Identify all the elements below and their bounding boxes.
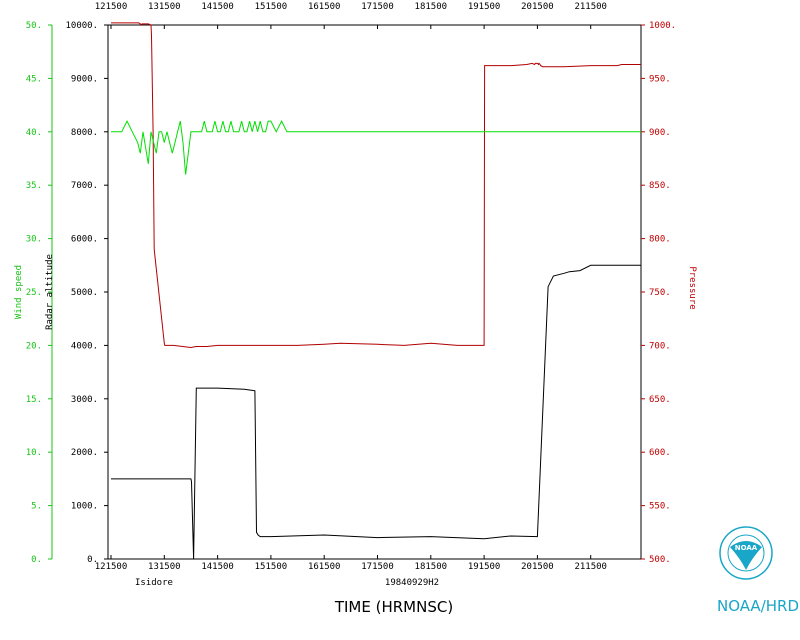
wind-tick-label: 50. [26, 21, 42, 31]
pressure-tick-label: 600. [649, 448, 671, 458]
series-pressure [111, 22, 641, 349]
altitude-tick-label: 5000. [71, 288, 98, 298]
x-axis-title: TIME (HRMNSC) [334, 598, 453, 616]
wind-tick-label: 30. [26, 235, 42, 245]
series-radar-altitude [111, 264, 641, 560]
altitude-tick-label: 8000. [71, 128, 98, 138]
x-tick-label-top: 161500 [308, 2, 341, 12]
altitude-tick-label: 4000. [71, 341, 98, 351]
x-tick-label: 131500 [148, 562, 181, 572]
wind-tick-label: 45. [26, 74, 42, 84]
altitude-tick-label: 7000. [71, 181, 98, 191]
credit-label: NOAA/HRD [717, 597, 799, 615]
x-tick-label: 211500 [574, 562, 607, 572]
pressure-tick-label: 700. [649, 341, 671, 351]
altitude-tick-label: 0. [87, 555, 98, 565]
altitude-tick-label: 10000. [65, 21, 98, 31]
wind-tick-label: 25. [26, 288, 42, 298]
pressure-tick-label: 950. [649, 74, 671, 84]
noaa-logo-icon: NOAA [719, 526, 773, 580]
pressure-tick-label: 650. [649, 395, 671, 405]
x-tick-label: 121500 [95, 562, 128, 572]
pressure-tick-label: 800. [649, 235, 671, 245]
x-tick-label-top: 201500 [521, 2, 554, 12]
pressure-tick-label: 750. [649, 288, 671, 298]
pressure-axis-title: Pressure [687, 266, 697, 309]
x-tick-label: 191500 [468, 562, 501, 572]
storm-name: Isidore [135, 578, 173, 588]
x-tick-label-top: 131500 [148, 2, 181, 12]
series-layer [111, 22, 641, 560]
wind-tick-label: 40. [26, 128, 42, 138]
altitude-tick-label: 2000. [71, 448, 98, 458]
wind-tick-label: 20. [26, 341, 42, 351]
x-tick-label-top: 181500 [415, 2, 448, 12]
series-wind-speed [111, 119, 641, 175]
pressure-tick-label: 850. [649, 181, 671, 191]
x-tick-label: 161500 [308, 562, 341, 572]
x-tick-label: 171500 [361, 562, 394, 572]
x-tick-label-top: 171500 [361, 2, 394, 12]
altitude-axis-title: Radar altitude [45, 254, 55, 330]
x-tick-label-top: 211500 [574, 2, 607, 12]
pressure-tick-label: 900. [649, 128, 671, 138]
altitude-tick-label: 6000. [71, 235, 98, 245]
wind-tick-label: 5. [31, 502, 42, 512]
x-tick-label: 141500 [201, 562, 234, 572]
pressure-tick-label: 500. [649, 555, 671, 565]
x-tick-label-top: 141500 [201, 2, 234, 12]
wind-axis-title: Wind speed [14, 265, 24, 319]
x-tick-label: 181500 [415, 562, 448, 572]
wind-tick-label: 15. [26, 395, 42, 405]
wind-tick-label: 10. [26, 448, 42, 458]
x-tick-label-top: 151500 [255, 2, 288, 12]
wind-tick-label: 35. [26, 181, 42, 191]
noaa-logo-text: NOAA [735, 544, 758, 552]
pressure-tick-label: 550. [649, 502, 671, 512]
x-tick-label-top: 121500 [95, 2, 128, 12]
altitude-tick-label: 3000. [71, 395, 98, 405]
flight-id: 19840929H2 [385, 578, 439, 588]
x-tick-label: 151500 [255, 562, 288, 572]
axis-layer: 121500 121500 131500 131500 141500 141500 1515… [14, 2, 697, 572]
x-tick-label: 201500 [521, 562, 554, 572]
wind-tick-label: 0. [31, 555, 42, 565]
x-tick-label-top: 191500 [468, 2, 501, 12]
altitude-tick-label: 1000. [71, 502, 98, 512]
pressure-tick-label: 1000. [649, 21, 676, 31]
altitude-tick-label: 9000. [71, 74, 98, 84]
